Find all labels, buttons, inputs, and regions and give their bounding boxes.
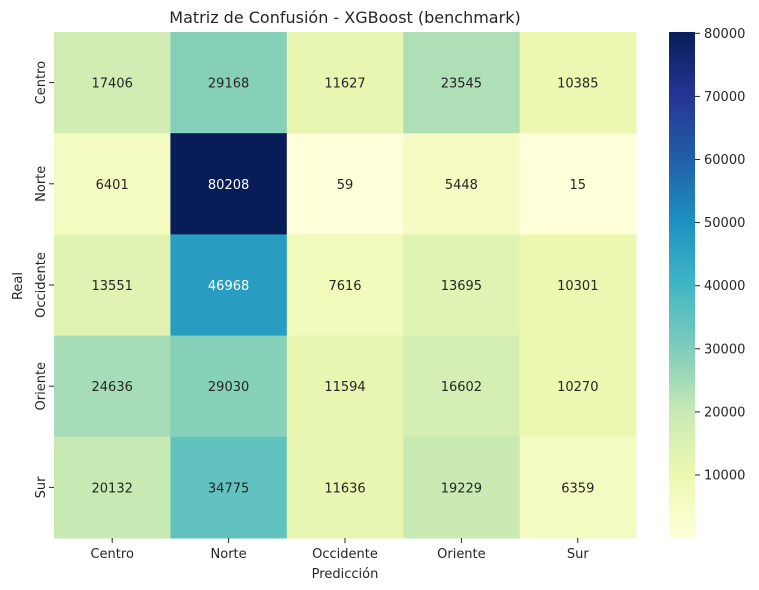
cell-value-label: 10270: [557, 380, 598, 395]
heatmap-cell: [286, 436, 404, 539]
colorbar-tick-label: 10000: [704, 468, 745, 483]
x-tick-label: Occidente: [312, 547, 378, 562]
cell-value-label: 59: [337, 178, 354, 193]
colorbar-tick-label: 40000: [704, 279, 745, 294]
heatmap-cell: [54, 335, 171, 438]
colorbar-tick-label: 70000: [704, 90, 745, 105]
heatmap-cell: [170, 32, 288, 134]
cell-value-label: 19229: [441, 481, 482, 496]
cell-value-label: 29030: [208, 380, 249, 395]
x-axis: Centro Norte Occidente Oriente Sur: [90, 538, 589, 562]
heatmap-cell: [403, 133, 521, 235]
cell-value-label: 24636: [92, 380, 133, 395]
cell-value-label: 10301: [557, 279, 598, 294]
cell-value-label: 20132: [92, 481, 133, 496]
heatmap-cell: [519, 335, 637, 438]
cell-value-label: 17406: [92, 77, 133, 92]
heatmap-cell: [286, 335, 404, 438]
x-tick-label: Sur: [567, 547, 589, 562]
y-tick-label: Oriente: [34, 362, 49, 411]
cell-value-label: 80208: [208, 178, 249, 193]
y-axis-label: Real: [11, 272, 26, 300]
colorbar-tick-label: 20000: [704, 405, 745, 420]
y-tick-label: Occidente: [34, 252, 49, 318]
cell-value-label: 16602: [441, 380, 482, 395]
cell-value-label: 29168: [208, 77, 249, 92]
cell-value-label: 11594: [324, 380, 365, 395]
cell-value-label: 13551: [92, 279, 133, 294]
cell-value-label: 7616: [328, 279, 361, 294]
chart-title: Matriz de Confusión - XGBoost (benchmark…: [169, 8, 520, 27]
heatmap-grid: 17406 29168 11627 23545 10385 6401 80208 59 5448…: [54, 32, 637, 539]
y-tick-label: Centro: [34, 61, 49, 104]
heatmap-cell: [286, 32, 404, 134]
colorbar-gradient: [669, 32, 695, 538]
x-tick-label: Oriente: [437, 547, 486, 562]
y-tick-label: Sur: [34, 476, 49, 498]
heatmap-cell: [286, 133, 404, 235]
y-axis: Centro Norte Occidente Oriente Sur: [34, 61, 54, 498]
colorbar-tick-label: 30000: [704, 342, 745, 357]
cell-value-label: 11627: [324, 77, 365, 92]
heatmap-cell: [170, 335, 288, 438]
cell-value-label: 10385: [557, 77, 598, 92]
colorbar-tick-label: 50000: [704, 216, 745, 231]
cell-value-label: 15: [570, 178, 587, 193]
heatmap-cell: [170, 133, 288, 235]
x-axis-label: Predicción: [312, 567, 379, 582]
cell-value-label: 6359: [561, 481, 594, 496]
heatmap-cell: [54, 436, 171, 539]
colorbar-tick-label: 80000: [704, 27, 745, 42]
heatmap-cell: [519, 234, 637, 337]
colorbar: 10000 20000 30000 40000 50000 60000 70000 80000: [669, 27, 745, 538]
heatmap-cell: [403, 234, 521, 337]
cell-value-label: 46968: [208, 279, 249, 294]
heatmap-cell: [54, 234, 171, 337]
colorbar-tick-label: 60000: [704, 153, 745, 168]
cell-value-label: 13695: [441, 279, 482, 294]
cell-value-label: 11636: [324, 481, 365, 496]
y-tick-label: Norte: [34, 166, 49, 202]
heatmap-cell: [403, 335, 521, 438]
heatmap-cell: [54, 32, 171, 134]
heatmap-cell: [170, 234, 288, 337]
cell-value-label: 34775: [208, 481, 249, 496]
heatmap-cell: [519, 133, 637, 235]
x-tick-label: Norte: [211, 547, 247, 562]
heatmap-cell: [170, 436, 288, 539]
cell-value-label: 5448: [445, 178, 478, 193]
heatmap-cell: [403, 32, 521, 134]
cell-value-label: 23545: [441, 77, 482, 92]
heatmap-cell: [519, 436, 637, 539]
x-tick-label: Centro: [90, 547, 133, 562]
heatmap-cell: [403, 436, 521, 539]
heatmap-cell: [286, 234, 404, 337]
heatmap-cell: [519, 32, 637, 134]
cell-value-label: 6401: [96, 178, 129, 193]
heatmap-cell: [54, 133, 171, 235]
